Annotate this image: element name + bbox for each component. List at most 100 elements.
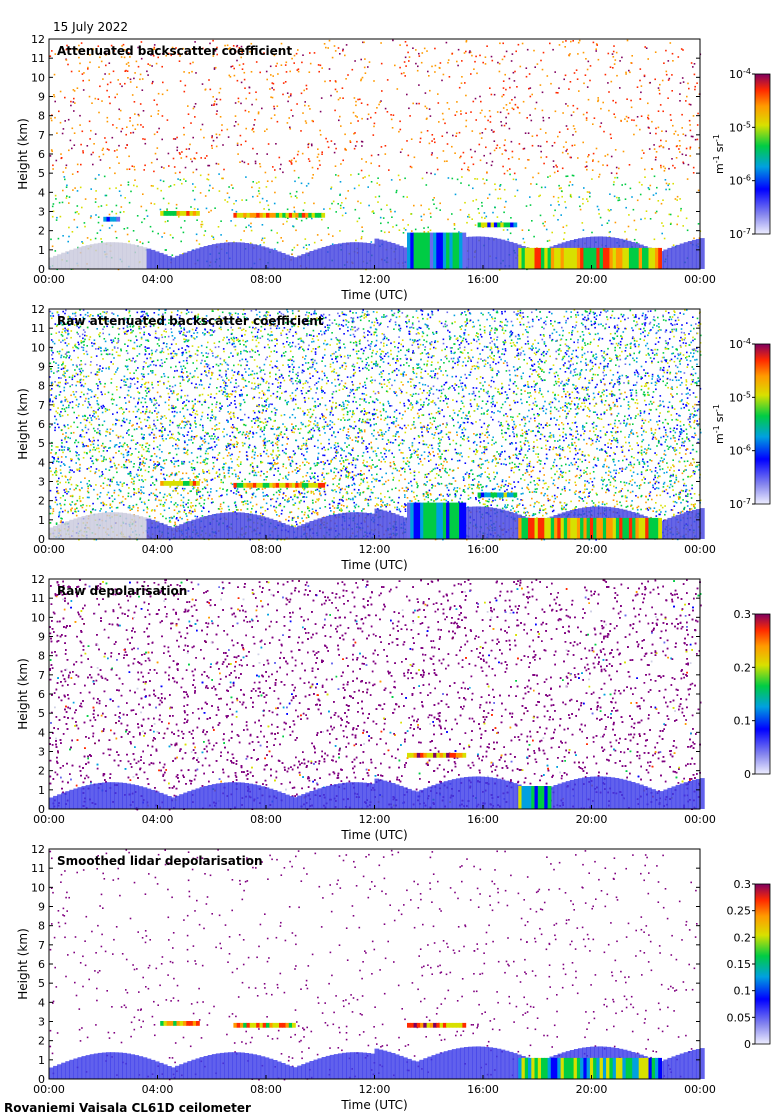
noise-pixel xyxy=(517,481,520,483)
noise-pixel xyxy=(297,70,300,73)
noise-pixel xyxy=(119,109,122,112)
noise-pixel xyxy=(116,369,118,371)
noise-pixel xyxy=(657,126,660,129)
noise-pixel xyxy=(538,422,540,425)
noise-pixel xyxy=(295,160,297,163)
noise-pixel xyxy=(153,404,155,407)
noise-pixel xyxy=(667,97,669,99)
noise-pixel xyxy=(459,346,461,349)
noise-pixel xyxy=(146,70,148,73)
noise-pixel xyxy=(511,156,514,159)
noise-pixel xyxy=(142,126,144,128)
noise-pixel xyxy=(544,221,546,223)
noise-pixel xyxy=(570,114,573,117)
noise-pixel xyxy=(582,202,584,205)
noise-pixel xyxy=(357,173,360,175)
noise-pixel xyxy=(253,457,256,460)
noise-pixel xyxy=(677,480,680,483)
noise-pixel xyxy=(62,171,65,173)
noise-pixel xyxy=(82,150,84,152)
noise-pixel xyxy=(493,93,496,96)
noise-pixel xyxy=(200,379,202,381)
noise-pixel xyxy=(600,350,603,352)
noise-pixel xyxy=(503,353,506,356)
noise-pixel xyxy=(126,126,128,128)
noise-pixel xyxy=(599,314,601,316)
noise-pixel xyxy=(459,497,461,500)
noise-pixel xyxy=(231,65,234,67)
cloud-column xyxy=(295,212,300,218)
noise-pixel xyxy=(677,134,679,136)
noise-pixel xyxy=(101,224,104,227)
x-tick-label: 20:00 xyxy=(576,273,608,286)
noise-pixel xyxy=(166,89,169,92)
noise-pixel xyxy=(207,406,210,409)
noise-pixel xyxy=(149,399,151,401)
noise-pixel xyxy=(376,334,378,337)
cloud-column xyxy=(506,222,511,228)
noise-pixel xyxy=(584,496,586,499)
noise-pixel xyxy=(112,313,115,315)
noise-pixel xyxy=(66,44,68,47)
noise-pixel xyxy=(390,118,393,121)
noise-pixel xyxy=(357,98,359,101)
noise-pixel xyxy=(390,114,392,116)
noise-pixel xyxy=(494,188,497,191)
noise-pixel xyxy=(202,426,204,429)
noise-pixel xyxy=(270,74,272,76)
noise-pixel xyxy=(581,426,584,428)
noise-pixel xyxy=(404,468,406,471)
noise-pixel xyxy=(221,177,223,180)
noise-pixel xyxy=(675,501,678,504)
noise-pixel xyxy=(502,107,505,109)
noise-pixel xyxy=(680,48,683,50)
noise-pixel xyxy=(280,64,283,66)
noise-pixel xyxy=(379,101,381,103)
noise-pixel xyxy=(438,449,441,452)
noise-pixel xyxy=(399,179,401,181)
noise-pixel xyxy=(587,328,590,330)
noise-pixel xyxy=(135,473,138,476)
noise-pixel xyxy=(456,101,458,103)
noise-pixel xyxy=(411,444,414,447)
noise-pixel xyxy=(136,123,139,126)
noise-pixel xyxy=(592,159,594,161)
noise-pixel xyxy=(263,52,265,54)
noise-pixel xyxy=(84,198,87,200)
noise-pixel xyxy=(182,253,184,255)
noise-pixel xyxy=(160,166,163,168)
noise-pixel xyxy=(258,417,261,420)
noise-pixel xyxy=(429,229,432,232)
colorbar-tick-label: 10-4 xyxy=(729,67,751,82)
noise-pixel xyxy=(463,52,466,54)
noise-pixel xyxy=(182,496,185,499)
noise-pixel xyxy=(585,117,588,119)
noise-pixel xyxy=(525,514,527,517)
noise-pixel xyxy=(513,420,515,423)
noise-pixel xyxy=(644,419,647,422)
noise-pixel xyxy=(170,54,172,57)
noise-pixel xyxy=(479,112,482,114)
noise-pixel xyxy=(248,86,251,89)
noise-pixel xyxy=(325,46,327,49)
noise-pixel xyxy=(103,447,105,449)
noise-pixel xyxy=(511,419,513,421)
noise-pixel xyxy=(403,61,406,63)
noise-pixel xyxy=(476,405,478,407)
noise-pixel xyxy=(284,81,287,83)
noise-pixel xyxy=(580,369,583,371)
noise-pixel xyxy=(55,452,57,454)
noise-pixel xyxy=(311,413,314,416)
boundary-column xyxy=(484,236,490,269)
noise-pixel xyxy=(92,151,94,154)
noise-pixel xyxy=(543,482,546,485)
noise-pixel xyxy=(500,121,502,123)
noise-pixel xyxy=(648,198,651,200)
noise-pixel xyxy=(649,184,652,187)
noise-pixel xyxy=(557,135,559,138)
noise-pixel xyxy=(619,467,621,470)
noise-pixel xyxy=(291,498,294,501)
noise-pixel xyxy=(320,461,322,463)
noise-pixel xyxy=(406,44,408,47)
noise-pixel xyxy=(61,132,64,135)
